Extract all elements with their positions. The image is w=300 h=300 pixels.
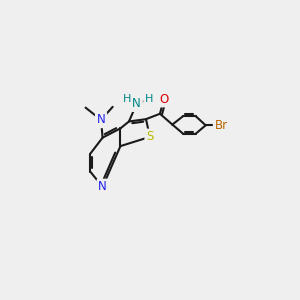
Text: Br: Br [214,119,228,132]
Text: N: N [132,97,141,110]
Text: S: S [146,130,154,143]
Text: N: N [98,180,107,194]
Text: H: H [122,94,131,104]
Text: H: H [145,94,153,104]
Text: O: O [159,93,169,106]
Text: N: N [97,113,105,126]
